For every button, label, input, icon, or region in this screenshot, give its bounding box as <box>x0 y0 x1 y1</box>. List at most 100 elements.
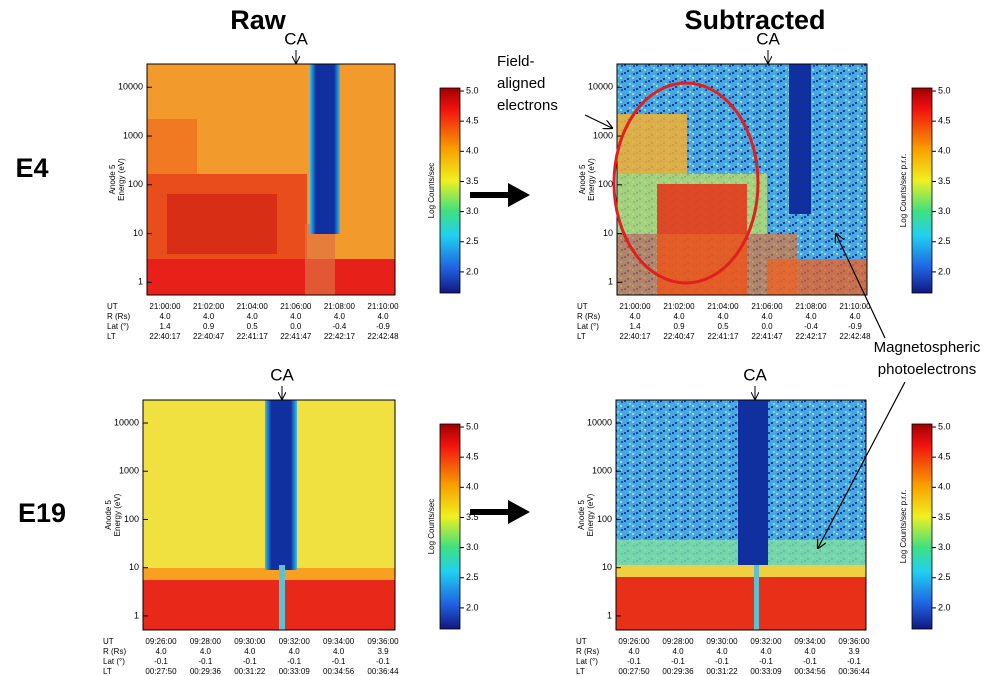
plot-frame <box>615 399 867 631</box>
ephemeris-value: 21:00:00 <box>619 302 651 311</box>
ephemeris-value: 4.0 <box>805 312 817 321</box>
ephemeris-value: 22:40:17 <box>149 332 181 341</box>
colorbar-tick-label: 3.5 <box>466 176 479 186</box>
colorbar-tick-label: 4.5 <box>938 116 951 126</box>
annotation: photoelectrons <box>878 361 976 378</box>
spectrogram <box>789 64 811 214</box>
spectrogram <box>143 568 395 580</box>
spectrogram <box>147 119 197 174</box>
ephemeris-value: 09:28:00 <box>190 637 222 646</box>
ephemeris-value: 09:32:00 <box>279 637 311 646</box>
ephemeris-value: 0.9 <box>203 322 215 331</box>
ephemeris-value: 09:30:00 <box>706 637 738 646</box>
ephemeris-value: 09:36:00 <box>367 637 399 646</box>
ephemeris-value: 4.0 <box>716 647 728 656</box>
ephemeris-value: 0.5 <box>247 322 259 331</box>
ephemeris-value: 09:34:00 <box>794 637 826 646</box>
ephemeris-label: UT <box>577 302 588 311</box>
ephemeris-value: 0.9 <box>673 322 685 331</box>
annotation-arrow <box>584 114 612 128</box>
colorbar-tick-label: 3.0 <box>938 206 951 216</box>
annotation: Magnetospheric <box>874 339 981 356</box>
ephemeris-value: -0.1 <box>715 657 729 666</box>
colorbar-tick-label: 4.5 <box>466 116 479 126</box>
ephemeris-label: Lat (°) <box>577 322 599 331</box>
annotation-arrow <box>818 381 906 548</box>
colorbar <box>911 87 933 294</box>
ephemeris-value: 22:41:47 <box>280 332 312 341</box>
ephemeris-value: -0.1 <box>199 657 213 666</box>
colorbar-label: Log Counts/sec <box>427 163 436 219</box>
ephemeris-value: 4.0 <box>628 647 640 656</box>
spectrogram <box>616 577 866 630</box>
big-arrow <box>470 183 530 524</box>
ephemeris-value: 21:04:00 <box>707 302 739 311</box>
y-axis-label: Anode 5 <box>578 164 587 194</box>
colorbar-tick-label: 2.0 <box>466 602 479 612</box>
ephemeris-value: 21:08:00 <box>324 302 356 311</box>
ephemeris-value: 09:30:00 <box>234 637 266 646</box>
ephemeris-value: 00:36:44 <box>838 667 870 676</box>
y-axis-label: Anode 5 <box>577 500 586 530</box>
ephemeris-value: -0.1 <box>671 657 685 666</box>
ephemeris-value: 09:34:00 <box>323 637 355 646</box>
y-tick-label: 100 <box>597 514 612 524</box>
ephemeris-value: 00:36:44 <box>367 667 399 676</box>
ephemeris-value: 0.5 <box>717 322 729 331</box>
ephemeris-value: 4.0 <box>761 312 773 321</box>
y-tick-label: 100 <box>128 179 143 189</box>
ephemeris-value: 00:31:22 <box>234 667 266 676</box>
ephemeris-value: 1.4 <box>629 322 641 331</box>
row-label: E4 <box>15 153 48 183</box>
ephemeris-label: Lat (°) <box>103 657 125 666</box>
colorbar <box>439 87 461 294</box>
annotation: electrons <box>497 97 558 114</box>
spectrogram <box>265 400 297 570</box>
colorbar-tick-label: 4.5 <box>938 452 951 462</box>
ephemeris-value: 22:41:17 <box>237 332 269 341</box>
spectrogram <box>754 565 759 630</box>
ca-label: CA <box>756 29 780 48</box>
y-axis-label: Anode 5 <box>108 164 117 194</box>
ephemeris-value: 00:31:22 <box>706 667 738 676</box>
ephemeris-value: -0.1 <box>332 657 346 666</box>
ephemeris-value: 22:42:17 <box>795 332 827 341</box>
ephemeris-value: 21:00:00 <box>149 302 181 311</box>
ephemeris-value: 3.9 <box>377 647 389 656</box>
ephemeris-value: -0.1 <box>154 657 168 666</box>
ephemeris-label: Lat (°) <box>576 657 598 666</box>
ephemeris-label: LT <box>107 332 116 341</box>
plot-frame <box>616 63 868 296</box>
ephemeris-value: 09:28:00 <box>662 637 694 646</box>
ephemeris-value: -0.9 <box>376 322 390 331</box>
ephemeris-value: 3.9 <box>848 647 860 656</box>
y-tick-label: 100 <box>598 179 613 189</box>
colorbar-tick-label: 5.0 <box>466 85 479 95</box>
ephemeris-value: -0.1 <box>759 657 773 666</box>
ephemeris-value: 22:42:48 <box>839 332 871 341</box>
ephemeris-label: LT <box>577 332 586 341</box>
ephemeris-value: 09:36:00 <box>838 637 870 646</box>
colorbar-tick-label: 4.0 <box>938 146 951 156</box>
highlight-ellipse <box>612 81 760 285</box>
spectrogram <box>167 194 277 254</box>
ephemeris-value: 22:42:17 <box>324 332 356 341</box>
ephemeris-value: 4.0 <box>247 312 259 321</box>
ephemeris-value: 4.0 <box>203 312 215 321</box>
annotation: aligned <box>497 75 545 92</box>
column-title: Raw <box>230 5 287 35</box>
y-tick-label: 1 <box>608 277 613 287</box>
y-tick-label: 10 <box>602 562 612 572</box>
colorbar-tick-label: 3.0 <box>466 542 479 552</box>
ephemeris-value: -0.4 <box>333 322 347 331</box>
y-tick-label: 10000 <box>114 417 139 427</box>
ephemeris-label: LT <box>103 667 112 676</box>
y-tick-label: 10 <box>129 562 139 572</box>
ephemeris-value: 09:26:00 <box>618 637 650 646</box>
spectrogram <box>279 565 285 630</box>
spectrogram <box>738 400 768 565</box>
colorbar-tick-label: 4.0 <box>466 146 479 156</box>
plot-frame <box>142 399 396 631</box>
ca-label: CA <box>270 365 294 384</box>
